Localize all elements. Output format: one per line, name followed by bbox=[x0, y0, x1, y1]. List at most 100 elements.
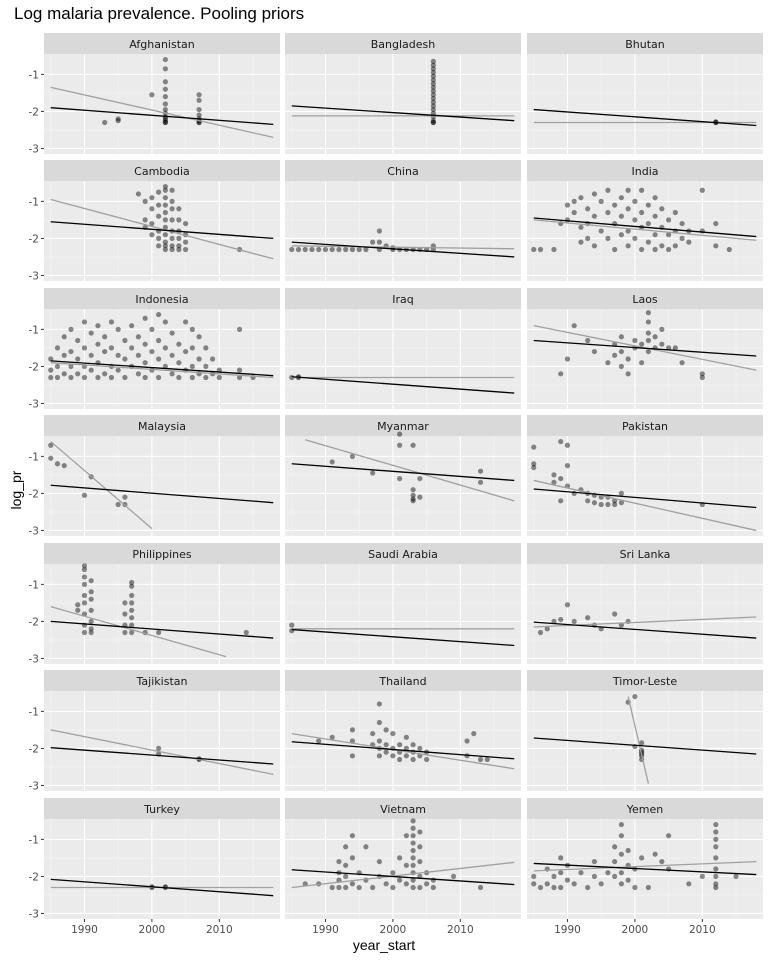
data-point bbox=[551, 618, 557, 625]
data-point bbox=[203, 345, 209, 351]
data-point bbox=[659, 206, 665, 212]
data-point bbox=[471, 730, 477, 737]
data-point bbox=[176, 341, 182, 347]
data-point bbox=[336, 858, 342, 865]
data-point bbox=[612, 246, 618, 253]
y-tick-label: -3 bbox=[29, 398, 39, 410]
data-point bbox=[713, 821, 719, 828]
facet-strip bbox=[285, 33, 521, 54]
data-point bbox=[713, 873, 719, 880]
data-point bbox=[645, 202, 651, 208]
fit-line-black bbox=[533, 621, 757, 639]
y-tick-label: -2 bbox=[29, 871, 39, 883]
data-point bbox=[336, 246, 342, 253]
data-point bbox=[88, 352, 94, 358]
data-point bbox=[122, 374, 128, 381]
data-point bbox=[162, 209, 168, 216]
data-point bbox=[169, 206, 175, 212]
data-point bbox=[598, 198, 604, 204]
data-point bbox=[403, 734, 409, 740]
data-point bbox=[302, 246, 308, 253]
data-point bbox=[183, 239, 189, 245]
data-point bbox=[176, 374, 182, 381]
data-point bbox=[686, 881, 692, 887]
data-point bbox=[430, 884, 436, 891]
y-tick-label: -2 bbox=[29, 361, 39, 373]
data-point bbox=[349, 738, 356, 744]
data-point bbox=[236, 374, 243, 381]
data-point bbox=[95, 323, 101, 329]
data-point bbox=[349, 246, 356, 253]
data-point bbox=[68, 363, 74, 370]
data-point bbox=[68, 326, 74, 332]
data-point bbox=[183, 220, 189, 227]
facet-label: Saudi Arabia bbox=[368, 548, 438, 561]
data-point bbox=[598, 501, 604, 508]
data-point bbox=[162, 86, 168, 92]
data-point bbox=[544, 626, 550, 632]
data-point bbox=[652, 213, 658, 219]
data-point bbox=[356, 884, 362, 891]
data-point bbox=[713, 220, 719, 227]
x-tick-label: 2010 bbox=[689, 924, 716, 936]
data-point bbox=[88, 596, 94, 602]
data-point bbox=[162, 319, 168, 325]
data-point bbox=[652, 246, 658, 253]
data-point bbox=[618, 232, 625, 238]
fit-line-gray bbox=[305, 439, 515, 502]
facet-label: Bangladesh bbox=[371, 38, 436, 51]
data-point bbox=[551, 246, 557, 253]
y-tick-label: -3 bbox=[29, 780, 39, 792]
data-point bbox=[81, 492, 88, 498]
facet-strip bbox=[527, 415, 763, 436]
fit-line-black bbox=[50, 620, 274, 639]
panel-background bbox=[44, 691, 280, 791]
data-point bbox=[410, 825, 416, 831]
data-point bbox=[81, 563, 88, 569]
panel-background bbox=[527, 436, 763, 536]
data-point bbox=[390, 730, 396, 737]
data-point bbox=[115, 116, 121, 122]
data-point bbox=[108, 319, 115, 325]
data-point bbox=[410, 855, 416, 861]
data-point bbox=[343, 873, 349, 880]
data-point bbox=[424, 756, 430, 763]
data-point bbox=[397, 855, 403, 861]
facet-label: Laos bbox=[632, 293, 658, 306]
data-point bbox=[672, 243, 678, 249]
data-point bbox=[578, 224, 584, 230]
facet-label: Iraq bbox=[392, 293, 414, 306]
facet-label: Thailand bbox=[378, 675, 426, 688]
data-point bbox=[162, 79, 168, 85]
data-point bbox=[699, 374, 705, 381]
data-point bbox=[356, 246, 362, 253]
data-point bbox=[531, 461, 537, 467]
data-point bbox=[162, 232, 168, 238]
data-point bbox=[531, 246, 537, 253]
data-point bbox=[632, 693, 638, 700]
facet-label: Sri Lanka bbox=[620, 548, 671, 561]
fit-line-black bbox=[50, 107, 274, 126]
data-point bbox=[370, 470, 376, 476]
data-point bbox=[189, 374, 195, 381]
data-point bbox=[659, 243, 665, 249]
data-point bbox=[88, 578, 94, 584]
data-point bbox=[48, 442, 54, 448]
data-point bbox=[666, 833, 672, 839]
data-point bbox=[578, 870, 584, 876]
data-point bbox=[142, 360, 148, 366]
facet-label: Cambodia bbox=[134, 165, 190, 178]
data-point bbox=[149, 220, 155, 227]
data-point bbox=[343, 246, 349, 253]
data-point bbox=[430, 84, 436, 90]
x-tick-label: 2000 bbox=[622, 924, 649, 936]
data-point bbox=[417, 745, 423, 752]
data-point bbox=[430, 69, 436, 76]
data-point bbox=[243, 629, 249, 636]
data-point bbox=[88, 330, 94, 336]
data-point bbox=[169, 187, 175, 193]
data-point bbox=[135, 191, 141, 197]
data-point bbox=[343, 844, 349, 850]
facet-strip bbox=[285, 415, 521, 436]
data-point bbox=[605, 209, 611, 216]
